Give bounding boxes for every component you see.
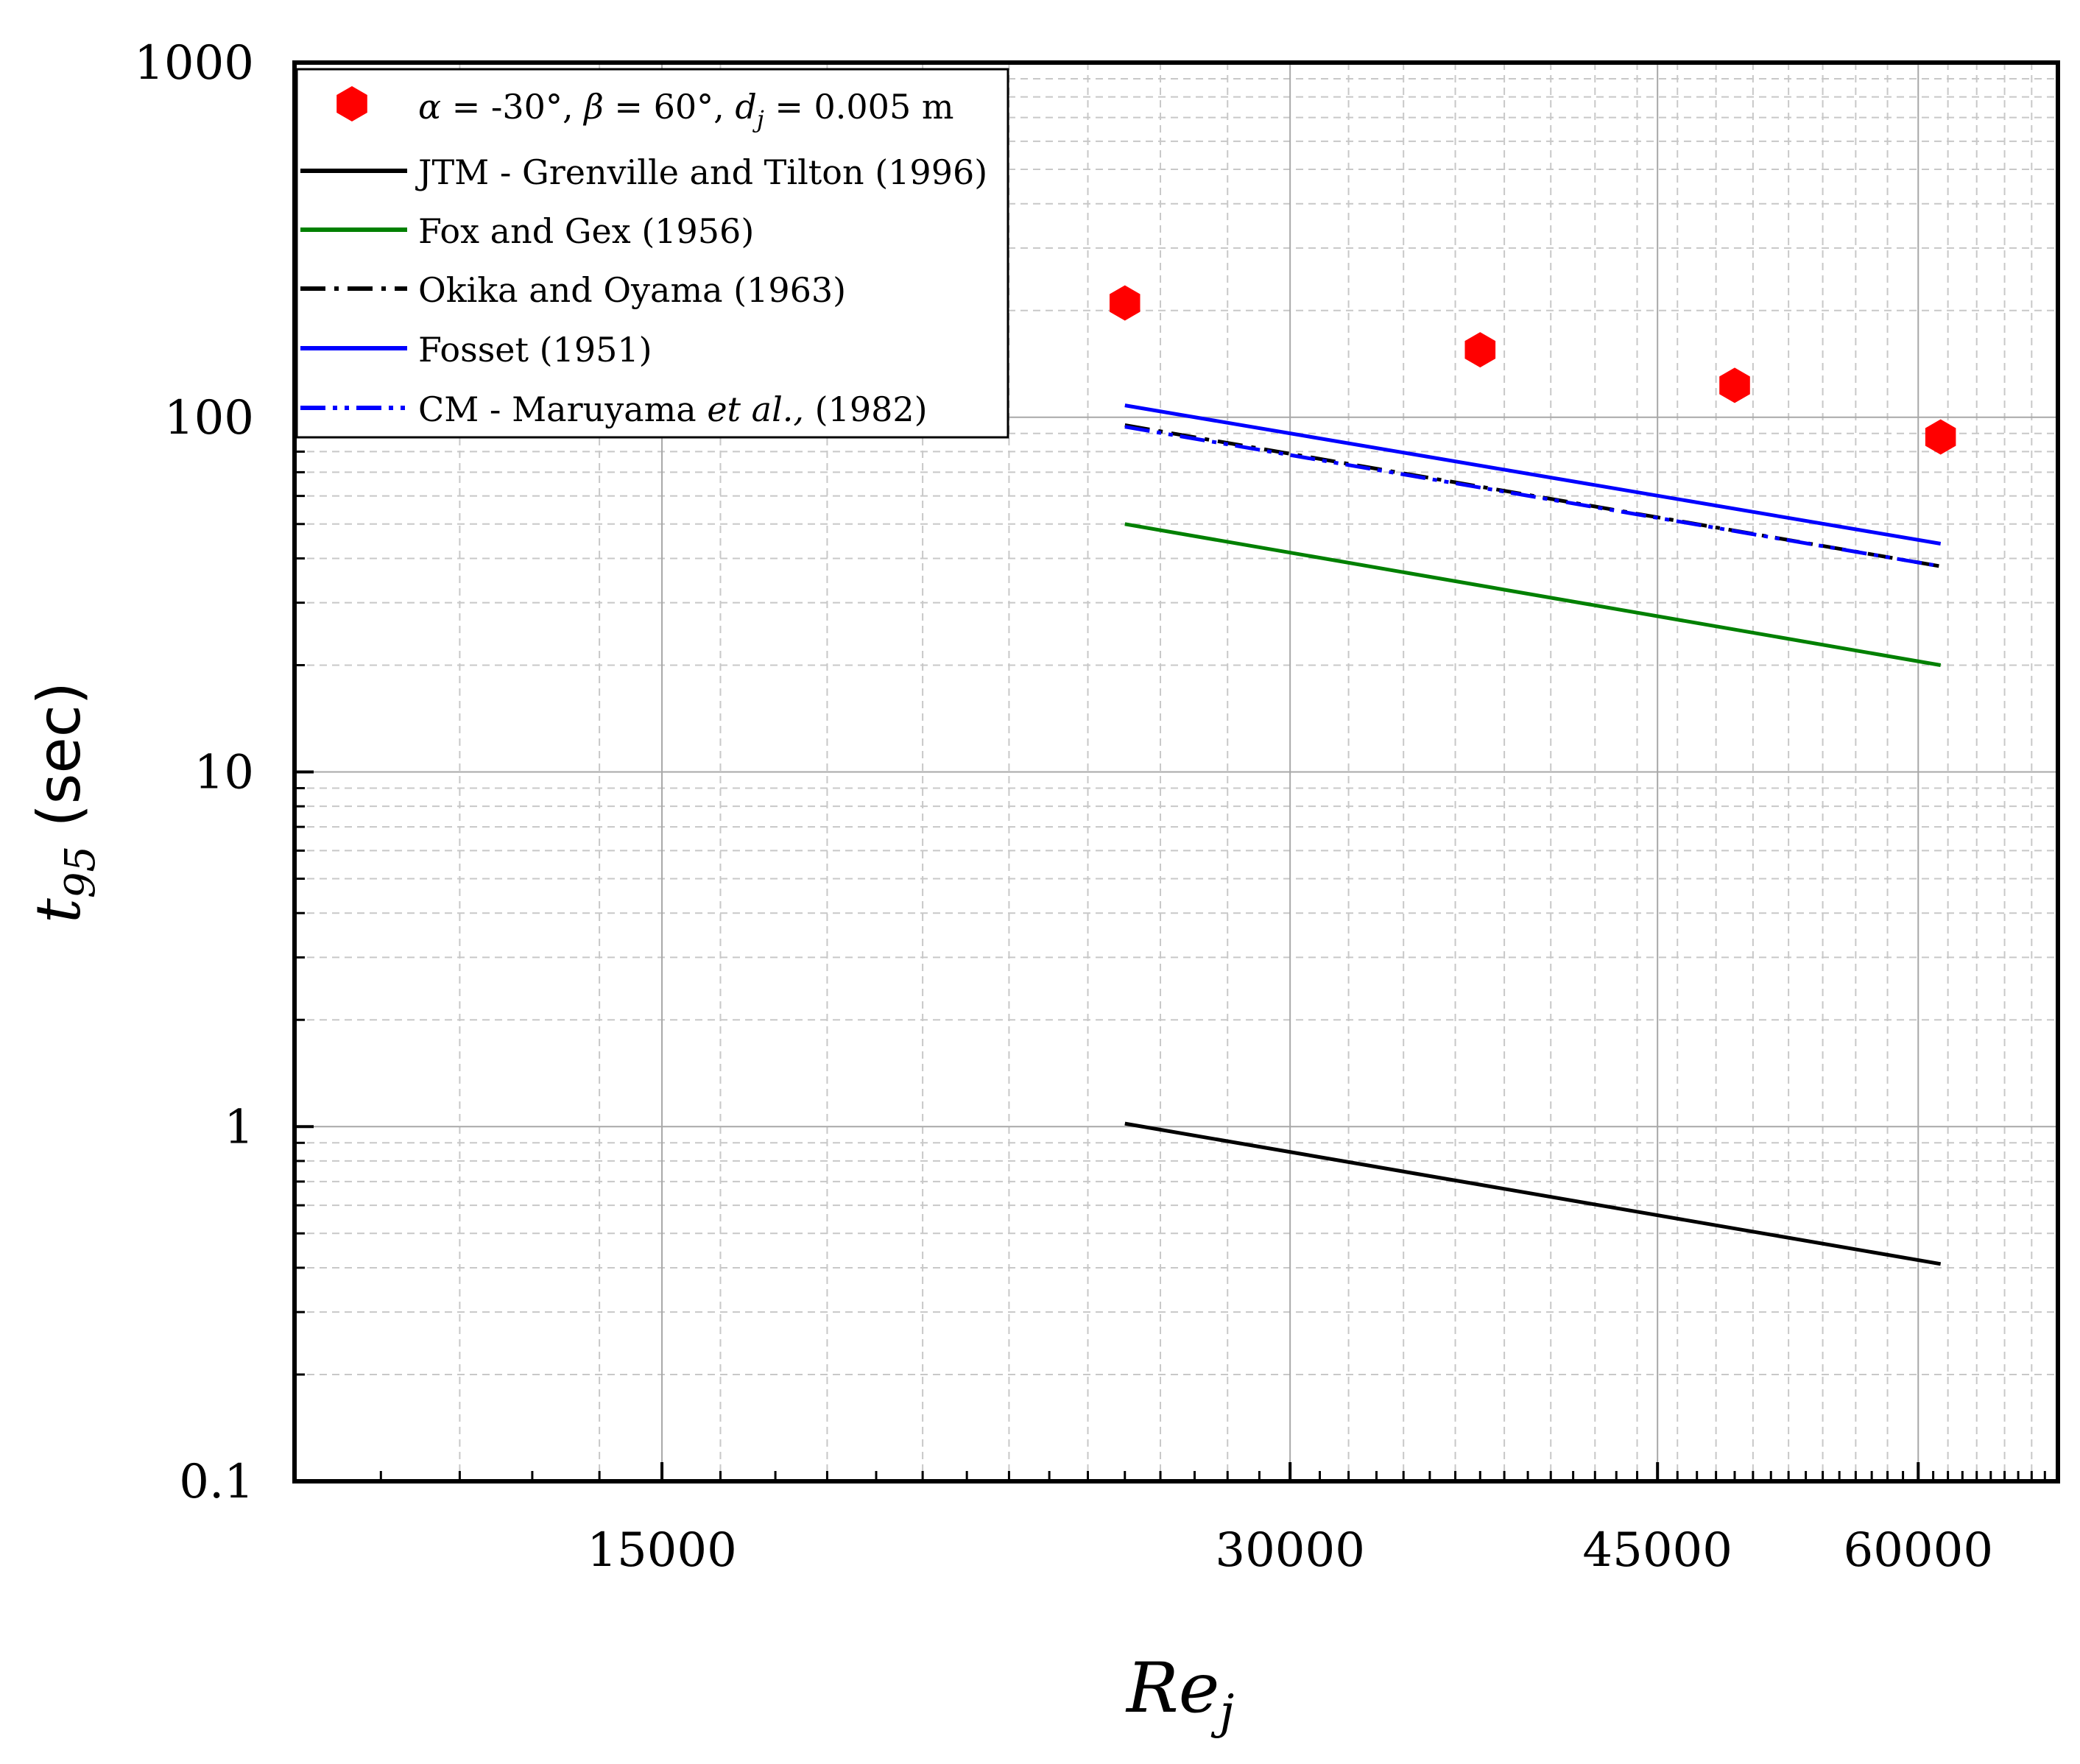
legend-box (295, 68, 1009, 439)
series-line-cm-maruyama-et-al-1982 (1124, 425, 1942, 568)
legend-label-data-points: α = -30°, β = 60°, dj = 0.005 m (418, 87, 953, 133)
legend-label-fosset: Fosset (1951) (418, 330, 652, 370)
series-line-jtm-grenville-and-tilton-1996 (1124, 1121, 1942, 1266)
data-point (1110, 285, 1141, 321)
x-tick-label: 60000 (1843, 1523, 1993, 1578)
y-tick-label: 100 (164, 391, 254, 445)
y-tick-label: 1000 (134, 36, 254, 91)
y-axis-title: t95 (sec) (22, 682, 105, 923)
y-tick-label: 0.1 (179, 1455, 254, 1509)
y-tick-label: 1 (224, 1100, 254, 1154)
data-point (1464, 332, 1496, 368)
x-tick-label: 30000 (1215, 1523, 1365, 1578)
x-axis-title: Rej (1125, 1648, 1234, 1740)
data-point (1925, 419, 1956, 455)
legend-label-fox-gex: Fox and Gex (1956) (418, 211, 754, 251)
y-tick-label: 10 (194, 746, 254, 800)
x-tick-label: 15000 (587, 1523, 737, 1578)
legend-samples (300, 86, 407, 410)
legend-label-okika-oyama: Okika and Oyama (1963) (418, 270, 846, 310)
legend: α = -30°, β = 60°, dj = 0.005 m JTM - Gr… (295, 68, 1009, 439)
grid-major (295, 63, 2058, 1481)
series-markers (1110, 285, 1956, 455)
x-tick-label: 45000 (1582, 1523, 1732, 1578)
x-tick-labels: 15000 30000 45000 60000 (587, 1523, 1993, 1578)
series-line-fosset-1951 (1124, 403, 1942, 546)
series-line-fox-and-gex-1956 (1124, 522, 1942, 667)
data-point (1719, 367, 1750, 403)
series-lines (1124, 403, 1942, 1266)
legend-label-jtm: JTM - Grenville and Tilton (1996) (415, 152, 987, 192)
legend-marker-data-points (336, 86, 367, 121)
plot-frame (292, 60, 2060, 1483)
legend-label-maruyama: CM - Maruyama et al., (1982) (418, 389, 928, 429)
y-tick-labels: 0.1 1 10 100 1000 (134, 36, 254, 1509)
